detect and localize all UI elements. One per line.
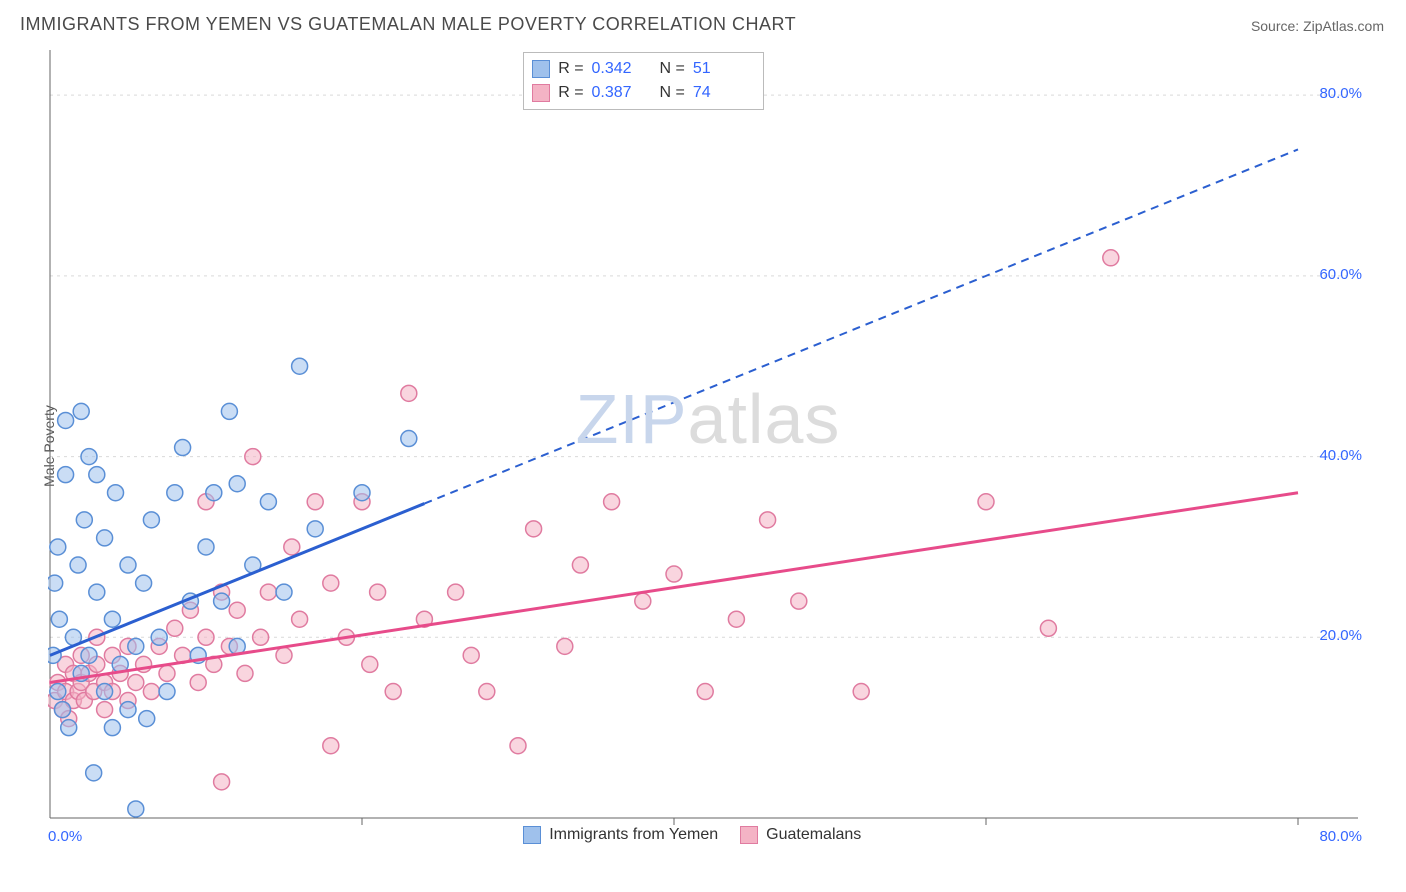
y-tick-label: 20.0% <box>1319 627 1362 644</box>
legend-swatch-icon <box>523 826 541 844</box>
n-value: 74 <box>693 81 753 105</box>
r-label: R = <box>558 81 583 105</box>
x-origin-label: 0.0% <box>48 828 82 845</box>
chart-area: ZIPatlas R =0.342N =51R =0.387N =74 Immi… <box>48 48 1368 854</box>
legend-swatch-icon <box>532 84 550 102</box>
n-label: N = <box>660 81 685 105</box>
y-tick-label: 40.0% <box>1319 447 1362 464</box>
legend-swatch-icon <box>532 60 550 78</box>
correlation-row: R = 0.387 N = 74 <box>532 81 753 105</box>
source-label: Source: ZipAtlas.com <box>1251 18 1384 34</box>
chart-title: IMMIGRANTS FROM YEMEN VS GUATEMALAN MALE… <box>20 14 796 35</box>
correlation-row: R = 0.342 N = 51 <box>532 57 753 81</box>
legend-item-label: Guatemalans <box>766 826 861 844</box>
r-value: 0.342 <box>592 57 652 81</box>
legend-item-label: Immigrants from Yemen <box>549 826 718 844</box>
legend-swatch-icon <box>740 826 758 844</box>
scatter-plot <box>48 48 1368 854</box>
n-value: 51 <box>693 57 753 81</box>
correlation-legend-box: R = 0.342 N = 51 R = 0.387 N = 74 <box>523 52 764 110</box>
legend-item: Immigrants from Yemen <box>523 826 718 844</box>
r-value: 0.387 <box>592 81 652 105</box>
n-label: N = <box>660 57 685 81</box>
r-label: R = <box>558 57 583 81</box>
x-max-label: 80.0% <box>1319 828 1362 845</box>
y-tick-label: 80.0% <box>1319 85 1362 102</box>
y-tick-label: 60.0% <box>1319 266 1362 283</box>
legend-item: Guatemalans <box>740 826 861 844</box>
series-legend: Immigrants from Yemen Guatemalans <box>523 826 861 844</box>
